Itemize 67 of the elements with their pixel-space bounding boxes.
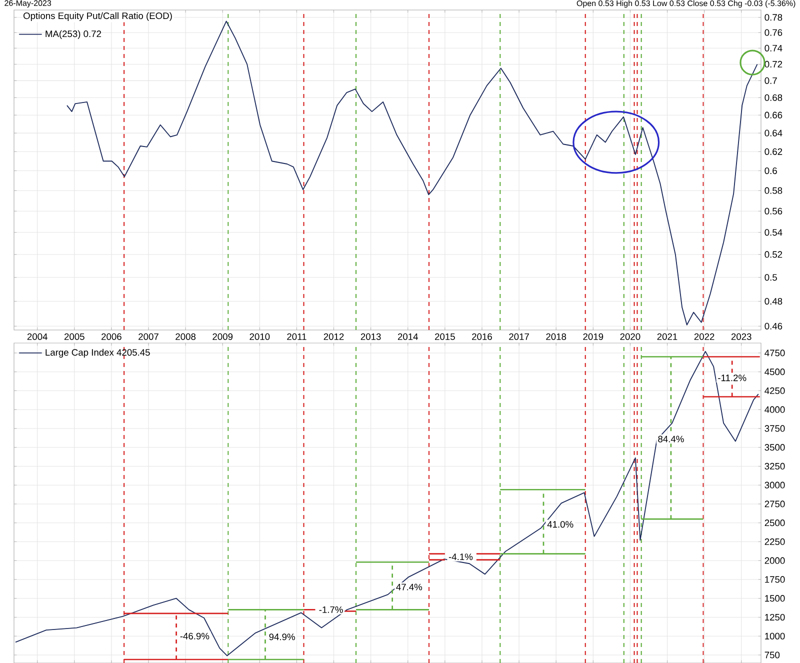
y-tick-label: 0.78 [764, 14, 782, 21]
y-tick-label: 0.56 [764, 208, 782, 214]
y-tick-label: 3500 [764, 444, 785, 451]
annotation: 84.4% [658, 436, 684, 442]
x-tick-label: 2022 [694, 333, 714, 340]
x-tick-label: 2019 [583, 333, 604, 340]
y-tick-label: 0.54 [764, 229, 782, 236]
x-tick-label: 2009 [212, 333, 233, 340]
y-tick-label: 3750 [764, 425, 785, 432]
y-tick-label: 0.46 [764, 322, 782, 330]
y-tick-label: 4500 [764, 368, 785, 376]
annotation: -1.7% [319, 606, 343, 613]
x-tick-label: 2017 [509, 333, 529, 340]
x-tick-label: 2021 [657, 333, 678, 340]
legend-label: Large Cap Index 4205.45 [46, 348, 150, 358]
y-tick-label: 2000 [764, 557, 785, 564]
x-tick-label: 2006 [102, 333, 122, 340]
y-tick-label: 0.52 [764, 251, 782, 258]
y-tick-label: 1000 [765, 632, 785, 640]
y-tick-label: 0.74 [764, 44, 782, 52]
y-tick-label: 4000 [764, 406, 785, 413]
y-tick-label: 0.48 [764, 298, 782, 305]
annotation: -4.1% [448, 554, 473, 560]
legend-label: MA(253) 0.72 [46, 30, 102, 39]
x-tick-label: 2020 [620, 333, 640, 340]
y-tick-label: 0.6 [764, 167, 777, 174]
annotation: 47.4% [396, 584, 422, 590]
y-tick-label: 1750 [765, 576, 785, 583]
y-tick-label: 0.5 [764, 274, 777, 281]
text: 26-May-2023 [4, 0, 52, 8]
y-tick-label: 1500 [765, 595, 785, 602]
x-tick-label: 2012 [324, 333, 344, 340]
y-tick-label: 0.72 [764, 60, 782, 68]
x-tick-label: 2014 [398, 333, 418, 340]
y-tick-label: 2750 [764, 500, 785, 508]
y-tick-label: 2250 [764, 538, 785, 546]
annotation: -46.9% [180, 632, 210, 640]
y-tick-label: 0.66 [764, 112, 782, 118]
y-tick-label: 4750 [764, 350, 785, 356]
x-tick-label: 2011 [287, 333, 306, 340]
y-tick-label: 1250 [765, 614, 785, 621]
y-tick-label: 3250 [764, 462, 785, 470]
x-tick-label: 2008 [176, 333, 196, 340]
y-tick-label: 0.76 [764, 29, 782, 36]
chart-title: Options Equity Put/Call Ratio (EOD) [24, 12, 172, 21]
x-tick-label: 2007 [138, 333, 158, 340]
y-tick-label: 750 [764, 652, 780, 658]
x-tick-label: 2023 [731, 333, 752, 340]
y-tick-label: 3000 [764, 482, 785, 488]
y-tick-label: 0.62 [764, 148, 782, 155]
y-tick-label: 0.7 [764, 77, 777, 84]
y-tick-label: 4250 [764, 387, 785, 394]
x-tick-label: 2018 [546, 333, 566, 340]
x-tick-label: 2016 [472, 333, 492, 340]
x-tick-label: 2005 [64, 333, 84, 340]
y-tick-label: 0.58 [764, 187, 782, 194]
x-tick-label: 2004 [27, 333, 48, 340]
annotation: 41.0% [547, 521, 574, 528]
x-tick-label: 2013 [360, 333, 381, 340]
text: Open 0.53 High 0.53 Low 0.53 Close 0.53 Chg -0.03 (-5.36%) [576, 0, 796, 8]
y-tick-label: 0.68 [764, 94, 782, 101]
x-tick-label: 2010 [250, 333, 270, 340]
annotation: 94.9% [269, 634, 295, 640]
x-tick-label: 2015 [435, 333, 455, 340]
y-tick-label: 2500 [764, 520, 785, 526]
annotation: -11.2% [718, 374, 746, 382]
y-tick-label: 0.64 [764, 130, 782, 136]
